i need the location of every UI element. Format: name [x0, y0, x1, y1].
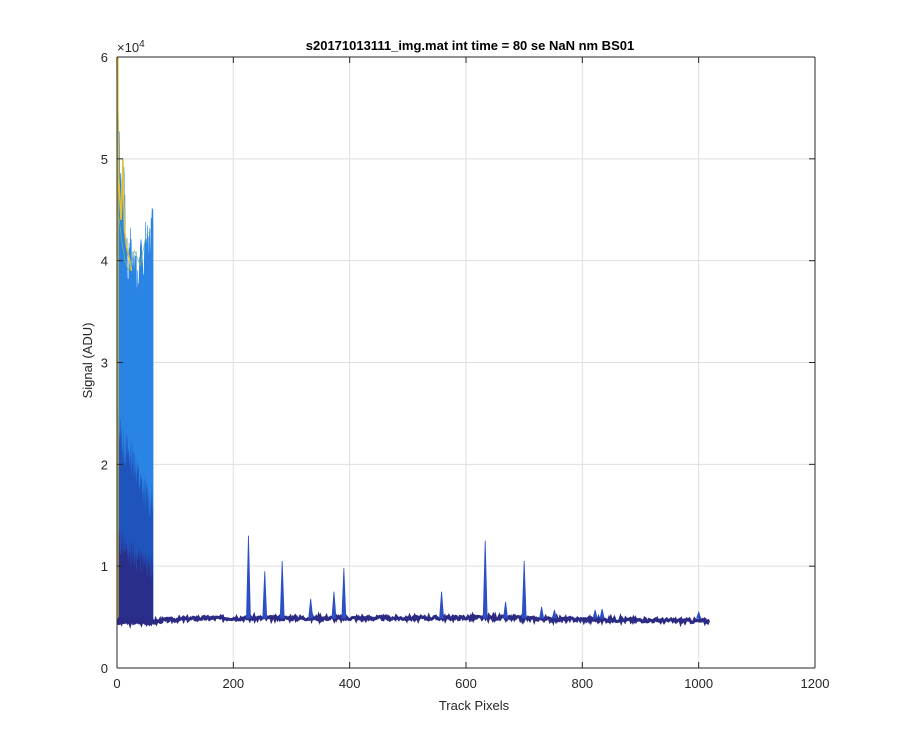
y-exponent-base: ×10 [117, 40, 139, 55]
x-tick-label: 800 [571, 676, 593, 691]
series-spike [599, 608, 605, 619]
series-spike [331, 591, 337, 619]
x-tick-label: 200 [222, 676, 244, 691]
tick-labels: 0 200 400 600 800 1000 1200 0 1 2 3 4 5 6 [101, 50, 830, 691]
series-spike [246, 535, 251, 619]
x-tick-label: 1200 [801, 676, 830, 691]
y-tick-label: 5 [101, 152, 108, 167]
series-spike [696, 610, 702, 619]
y-tick-label: 2 [101, 457, 108, 472]
x-tick-label: 0 [113, 676, 120, 691]
y-tick-label: 1 [101, 559, 108, 574]
series-spike [503, 601, 509, 619]
x-tick-label: 600 [455, 676, 477, 691]
chart-title: s20171013111_img.mat int time = 80 se Na… [306, 38, 634, 53]
y-exponent-power: 4 [139, 39, 145, 50]
series-spike [539, 606, 545, 619]
series-spike [439, 591, 445, 619]
series-baseline [116, 611, 711, 629]
y-tick-label: 6 [101, 50, 108, 65]
y-tick-label: 3 [101, 356, 108, 371]
series-spike [262, 571, 268, 619]
series [116, 56, 711, 629]
series-green-trace [116, 209, 152, 273]
series-spike [592, 609, 598, 619]
series-spike [521, 561, 527, 619]
x-tick-label: 400 [339, 676, 361, 691]
x-tick-label: 1000 [684, 676, 713, 691]
series-spike [551, 609, 557, 619]
x-axis-label: Track Pixels [439, 698, 510, 713]
series-spike [279, 561, 285, 619]
y-exponent-label: ×104 [117, 39, 145, 55]
series-spike [341, 568, 347, 619]
series-spike [482, 540, 488, 619]
series-bright-low-band [117, 522, 154, 623]
y-tick-label: 0 [101, 661, 108, 676]
axes [116, 56, 816, 669]
y-axis-label: Signal (ADU) [80, 323, 95, 399]
y-tick-label: 4 [101, 254, 108, 269]
series-spike [308, 598, 314, 619]
